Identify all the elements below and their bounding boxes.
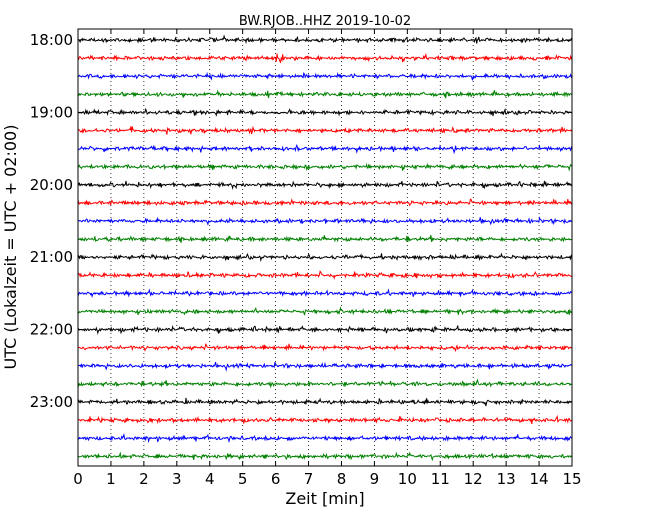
y-tick-label: 19:00 [30, 103, 73, 121]
seismic-trace [77, 216, 573, 226]
x-tick-label: 5 [238, 470, 248, 488]
x-tick-label: 2 [139, 470, 149, 488]
seismic-trace [77, 343, 573, 353]
y-tick-label: 21:00 [30, 248, 73, 266]
x-tick-label: 12 [464, 470, 483, 488]
x-axis-ticks: 0 1 2 3 4 5 6 7 8 9 10 11 12 13 14 15 [73, 29, 582, 488]
seismic-trace [77, 306, 573, 316]
x-tick-label: 7 [304, 470, 314, 488]
seismic-trace [77, 180, 573, 191]
seismic-trace [77, 397, 573, 407]
seismic-trace [77, 71, 573, 81]
y-tick-label: 18:00 [30, 31, 73, 49]
x-tick-label: 1 [106, 470, 116, 488]
seismic-trace [77, 125, 573, 135]
y-tick-label: 23:00 [30, 393, 73, 411]
seismic-trace [77, 361, 573, 372]
x-tick-label: 4 [205, 470, 215, 488]
seismic-trace [77, 252, 573, 263]
x-tick-label: 15 [562, 470, 581, 488]
seismic-trace [77, 451, 573, 462]
seismic-trace [77, 288, 573, 299]
grid-lines [110, 29, 540, 466]
seismic-trace [77, 234, 573, 244]
x-tick-label: 11 [431, 470, 450, 488]
x-tick-label: 13 [497, 470, 516, 488]
seismic-trace [77, 433, 573, 444]
x-tick-label: 6 [271, 470, 281, 488]
x-tick-label: 10 [398, 470, 417, 488]
seismic-trace [77, 414, 573, 425]
x-tick-label: 8 [337, 470, 347, 488]
x-axis-label: Zeit [min] [285, 489, 364, 508]
seismic-trace [77, 143, 573, 155]
seismic-trace [77, 198, 573, 207]
seismic-trace [77, 52, 573, 64]
seismic-trace [77, 34, 573, 45]
seismic-trace [77, 324, 573, 335]
y-axis-ticks: 18:00 19:00 20:00 21:00 22:00 23:00 [30, 31, 572, 411]
seismic-traces [77, 34, 573, 462]
x-tick-label: 14 [530, 470, 549, 488]
chart-title: BW.RJOB..HHZ 2019-10-02 [239, 14, 411, 29]
seismic-trace [77, 270, 573, 280]
y-tick-label: 22:00 [30, 321, 73, 339]
seismic-trace [77, 162, 573, 172]
plot-frame [77, 28, 573, 467]
y-axis-label: UTC (Lokalzeit = UTC + 02:00) [1, 125, 20, 370]
x-tick-label: 3 [172, 470, 182, 488]
y-tick-label: 20:00 [30, 176, 73, 194]
seismic-trace [77, 378, 573, 389]
x-tick-label: 9 [370, 470, 380, 488]
seismic-trace [77, 107, 573, 117]
x-tick-label: 0 [73, 470, 83, 488]
seismic-trace [77, 89, 573, 99]
